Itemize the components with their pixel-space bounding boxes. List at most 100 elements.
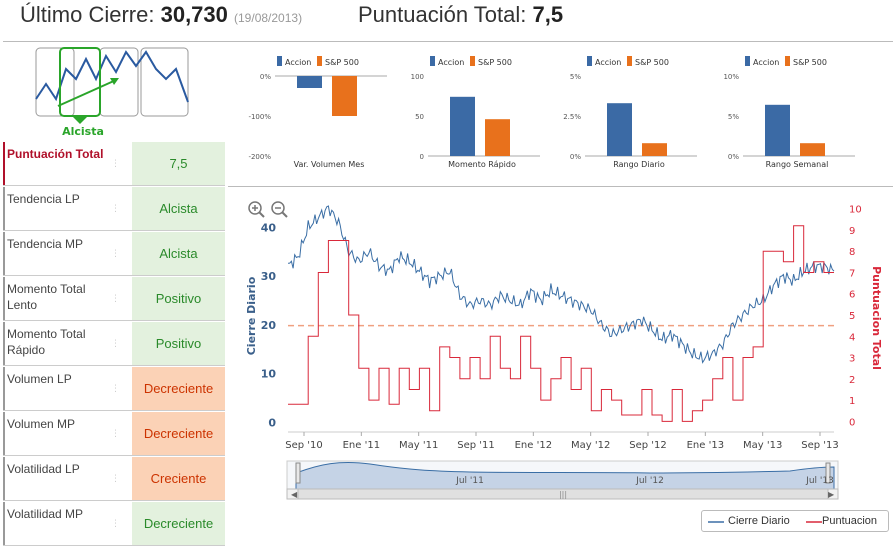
drag-handle-icon[interactable]: ⋮ xyxy=(111,383,120,393)
indicator-row[interactable]: Volatilidad MP ⋮ Decreciente xyxy=(3,502,225,546)
series-cierre-diario[interactable] xyxy=(287,205,835,364)
indicator-label: Momento Total Lento xyxy=(7,282,86,312)
bar-sp500[interactable] xyxy=(800,143,825,156)
bar-tick-label: 2.5% xyxy=(563,113,581,121)
indicator-label: Volatilidad MP xyxy=(7,507,84,521)
bar-tick-label: 5% xyxy=(570,73,581,81)
y-tick-label: 30 xyxy=(261,270,277,283)
legend-cierre-label[interactable]: Cierre Diario xyxy=(728,515,790,527)
y2-tick-label: 5 xyxy=(849,311,855,322)
series-puntuacion[interactable] xyxy=(288,225,834,422)
indicator-row-marker xyxy=(3,277,5,320)
navigator-handle-left[interactable] xyxy=(295,462,301,484)
x-tick-label: Sep '12 xyxy=(629,440,667,451)
legend-swatch xyxy=(317,56,322,66)
legend-puntuacion-swatch xyxy=(806,521,822,523)
navigator-scrollbar-thumb[interactable] xyxy=(297,488,829,500)
bar-tick-label: -100% xyxy=(248,113,271,121)
drag-handle-icon[interactable]: ⋮ xyxy=(111,518,120,528)
drag-handle-icon[interactable]: ⋮ xyxy=(111,338,120,348)
indicator-row[interactable]: Tendencia MP ⋮ Alcista xyxy=(3,232,225,276)
trend-arrow-line xyxy=(57,79,117,107)
legend-puntuacion-label[interactable]: Puntuacion xyxy=(822,515,878,527)
total-score-value: 7,5 xyxy=(532,2,564,27)
y2-tick-label: 1 xyxy=(849,396,855,407)
indicator-row[interactable]: Volumen LP ⋮ Decreciente xyxy=(3,367,225,411)
y-tick-label: 40 xyxy=(261,221,277,234)
indicator-value: 7,5 xyxy=(132,142,225,185)
bar-sp500[interactable] xyxy=(485,119,510,156)
drag-handle-icon[interactable]: ⋮ xyxy=(111,428,120,438)
scroll-left-icon[interactable]: ◀ xyxy=(291,490,298,499)
bar-tick-label: 0% xyxy=(728,153,739,161)
bar-tick-label: 5% xyxy=(728,113,739,121)
drag-handle-icon[interactable]: ⋮ xyxy=(111,473,120,483)
x-tick-label: Ene '13 xyxy=(687,440,724,451)
bar-accion[interactable] xyxy=(765,104,790,156)
bar-accion[interactable] xyxy=(607,103,632,156)
navigator[interactable]: ◀ ▶ ||| Jul '11 Jul '12 Jul '13 xyxy=(286,460,839,500)
indicator-row[interactable]: Momento Total Rápido ⋮ Positivo xyxy=(3,322,225,366)
trend-selected-pointer xyxy=(72,116,88,124)
last-close: Último Cierre: 30,730 (19/08/2013) xyxy=(20,2,302,28)
x-tick-label: May '12 xyxy=(571,440,610,451)
y-tick-label: 20 xyxy=(261,319,277,332)
bar-accion[interactable] xyxy=(450,96,475,156)
indicator-row-marker xyxy=(3,142,5,185)
legend-swatch xyxy=(627,56,632,66)
indicator-label: Volumen MP xyxy=(7,417,76,431)
indicator-row-marker xyxy=(3,367,5,410)
indicator-row[interactable]: Volumen MP ⋮ Decreciente xyxy=(3,412,225,456)
total-score: Puntuación Total: 7,5 xyxy=(358,2,563,28)
indicator-row-marker xyxy=(3,322,5,365)
chart-divider xyxy=(228,186,893,187)
bar-tick-label: 0% xyxy=(570,153,581,161)
legend-label: Accion xyxy=(595,58,621,67)
bar-tick-label: 0% xyxy=(260,73,271,81)
indicator-label: Puntuación Total xyxy=(7,147,104,161)
indicator-row[interactable]: Volatilidad LP ⋮ Creciente xyxy=(3,457,225,501)
indicator-value: Decreciente xyxy=(132,367,225,410)
y2-tick-label: 9 xyxy=(849,226,855,237)
last-close-label: Último Cierre: xyxy=(20,2,155,27)
bar-tick-label: 0 xyxy=(420,153,424,161)
indicator-row[interactable]: Tendencia LP ⋮ Alcista xyxy=(3,187,225,231)
header: Último Cierre: 30,730 (19/08/2013) Puntu… xyxy=(0,0,896,40)
zoom-in-icon[interactable] xyxy=(248,201,265,218)
y-axis-title: Cierre Diario xyxy=(245,276,258,355)
navigator-handle-right[interactable] xyxy=(825,462,831,484)
legend-label: S&P 500 xyxy=(635,58,669,67)
bar-sp500[interactable] xyxy=(332,76,357,116)
y2-tick-label: 6 xyxy=(849,290,855,301)
indicator-value: Alcista xyxy=(132,187,225,230)
bar-chart-title: Rango Diario xyxy=(613,160,665,169)
legend-cierre-swatch xyxy=(708,521,724,523)
drag-handle-icon[interactable]: ⋮ xyxy=(111,248,120,258)
bar-chart: Accion S&P 500 5% 2.5% 0% Rango Diario xyxy=(563,56,697,169)
y2-tick-label: 3 xyxy=(849,354,855,365)
zoom-out-icon[interactable] xyxy=(271,201,288,218)
y2-tick-label: 0 xyxy=(849,417,855,428)
drag-handle-icon[interactable]: ⋮ xyxy=(111,203,120,213)
scroll-right-icon[interactable]: ▶ xyxy=(828,490,835,499)
indicator-row[interactable]: Momento Total Lento ⋮ Positivo xyxy=(3,277,225,321)
legend-label: S&P 500 xyxy=(478,58,512,67)
drag-handle-icon[interactable]: ⋮ xyxy=(111,293,120,303)
y2-tick-label: 7 xyxy=(849,268,855,279)
y2-tick-label: 10 xyxy=(849,205,862,216)
bar-chart: Accion S&P 500 100 50 0 Momento Rápido xyxy=(411,56,540,169)
bar-accion[interactable] xyxy=(297,76,322,88)
indicator-value: Decreciente xyxy=(132,412,225,455)
legend-swatch xyxy=(470,56,475,66)
bar-sp500[interactable] xyxy=(642,143,667,156)
y-tick-label: 10 xyxy=(261,368,277,381)
x-tick-label: Ene '11 xyxy=(343,440,380,451)
indicator-value: Positivo xyxy=(132,322,225,365)
drag-handle-icon[interactable]: ⋮ xyxy=(111,158,120,168)
bar-chart: Accion S&P 500 0% -100% -200% Var. Volumen Me… xyxy=(248,56,387,169)
trend-box-1[interactable] xyxy=(35,47,75,117)
navigator-label: Jul '13 xyxy=(805,476,834,486)
legend-label: Accion xyxy=(753,58,779,67)
indicator-row[interactable]: Puntuación Total ⋮ 7,5 xyxy=(3,142,225,186)
navigator-label: Jul '12 xyxy=(635,476,664,486)
